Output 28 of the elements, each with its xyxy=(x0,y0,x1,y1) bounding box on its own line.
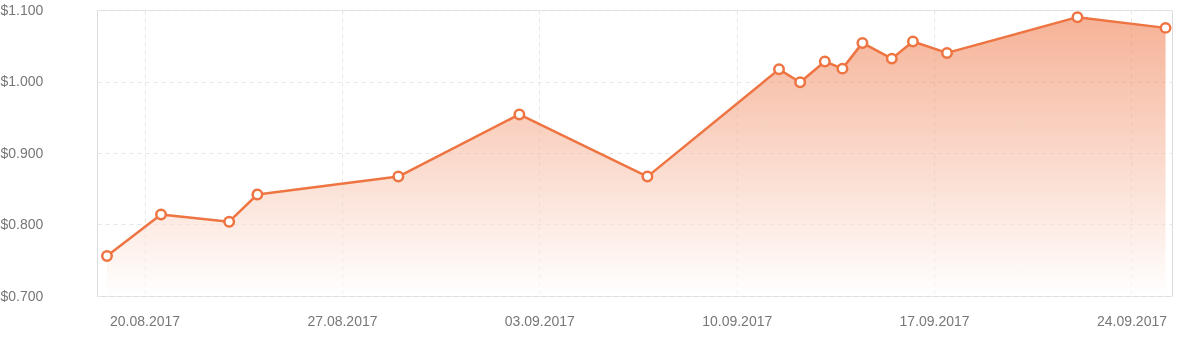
point xyxy=(856,36,869,49)
point xyxy=(1071,11,1084,24)
point xyxy=(885,52,898,65)
y-tick-label: $1.000 xyxy=(0,73,44,89)
y-tick-label: $1.100 xyxy=(0,1,44,18)
point xyxy=(941,46,954,59)
point xyxy=(818,55,831,68)
y-tick-label: $0.700 xyxy=(0,287,44,304)
point xyxy=(223,215,236,228)
x-tick-label: 24.09.2017 xyxy=(1096,312,1168,329)
point xyxy=(906,35,919,48)
x-tick-label: 17.09.2017 xyxy=(899,312,970,329)
point xyxy=(251,188,264,201)
point xyxy=(513,108,526,121)
point xyxy=(392,170,405,183)
x-tick-label: 03.09.2017 xyxy=(504,312,576,329)
point xyxy=(100,249,113,262)
point xyxy=(641,170,654,183)
point xyxy=(836,62,849,75)
y-tick-label: $0.900 xyxy=(0,144,44,161)
y-tick-label: $0.800 xyxy=(0,216,44,232)
x-tick-label: 20.08.2017 xyxy=(110,312,181,329)
point xyxy=(773,63,785,76)
x-tick-label: 27.08.2017 xyxy=(307,312,378,329)
point xyxy=(1159,21,1172,34)
point xyxy=(155,208,168,221)
x-tick-label: 10.09.2017 xyxy=(702,312,773,329)
point xyxy=(794,76,807,89)
